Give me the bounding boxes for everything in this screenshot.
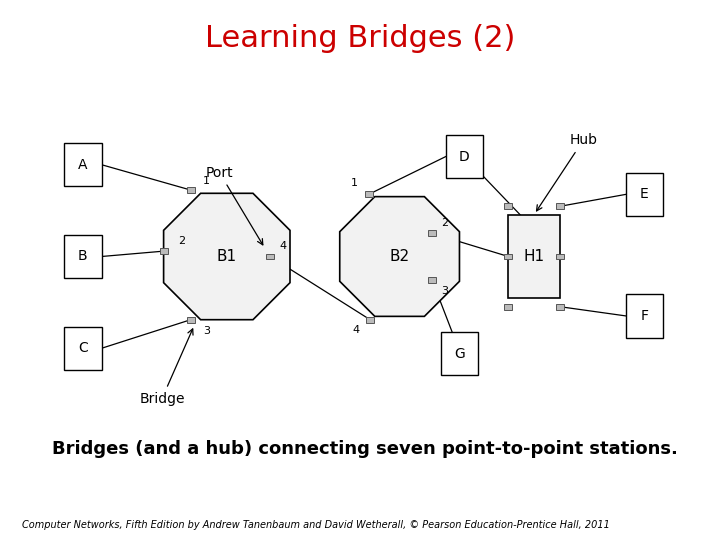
Text: 3: 3 [441, 286, 449, 296]
Text: G: G [454, 347, 464, 361]
Text: Bridge: Bridge [139, 329, 193, 406]
FancyBboxPatch shape [187, 316, 194, 322]
Text: C: C [78, 341, 88, 355]
FancyBboxPatch shape [626, 173, 663, 216]
FancyBboxPatch shape [557, 203, 564, 209]
Text: Port: Port [206, 166, 263, 245]
FancyBboxPatch shape [557, 253, 564, 259]
Text: 2: 2 [441, 218, 449, 228]
FancyBboxPatch shape [160, 248, 168, 254]
FancyBboxPatch shape [266, 253, 274, 259]
Text: D: D [459, 150, 469, 164]
Text: F: F [640, 309, 649, 323]
Text: B: B [78, 249, 88, 264]
FancyBboxPatch shape [428, 230, 436, 237]
FancyBboxPatch shape [446, 135, 483, 178]
Text: 3: 3 [203, 326, 210, 336]
FancyBboxPatch shape [64, 327, 102, 370]
Text: 1: 1 [203, 176, 210, 186]
Polygon shape [163, 193, 290, 320]
Text: 4: 4 [352, 325, 359, 335]
Text: 1: 1 [351, 178, 358, 188]
FancyBboxPatch shape [64, 235, 102, 278]
FancyBboxPatch shape [187, 187, 194, 193]
Text: 2: 2 [179, 235, 186, 246]
FancyBboxPatch shape [504, 303, 513, 309]
Text: Learning Bridges (2): Learning Bridges (2) [204, 24, 516, 53]
FancyBboxPatch shape [428, 276, 436, 283]
Text: B2: B2 [390, 249, 410, 264]
FancyBboxPatch shape [626, 294, 663, 338]
FancyBboxPatch shape [508, 214, 560, 298]
Text: Bridges (and a hub) connecting seven point-to-point stations.: Bridges (and a hub) connecting seven poi… [52, 440, 678, 458]
FancyBboxPatch shape [64, 143, 102, 186]
FancyBboxPatch shape [504, 253, 513, 259]
Text: H1: H1 [523, 249, 545, 264]
FancyBboxPatch shape [557, 303, 564, 309]
FancyBboxPatch shape [365, 191, 373, 197]
Text: B1: B1 [217, 249, 237, 264]
FancyBboxPatch shape [504, 203, 513, 209]
Polygon shape [340, 197, 459, 316]
Text: Computer Networks, Fifth Edition by Andrew Tanenbaum and David Wetherall, © Pear: Computer Networks, Fifth Edition by Andr… [22, 520, 609, 530]
FancyBboxPatch shape [366, 316, 374, 322]
Text: 4: 4 [279, 241, 287, 251]
Text: Hub: Hub [536, 133, 597, 211]
Text: A: A [78, 158, 88, 172]
FancyBboxPatch shape [441, 332, 478, 375]
Text: E: E [640, 187, 649, 201]
